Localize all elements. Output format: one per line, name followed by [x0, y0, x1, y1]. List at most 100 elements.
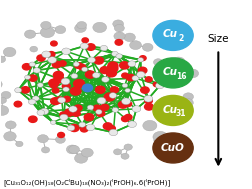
Circle shape — [153, 82, 159, 87]
Circle shape — [155, 82, 164, 89]
Circle shape — [67, 125, 75, 131]
Circle shape — [49, 79, 59, 87]
Circle shape — [81, 148, 93, 157]
Circle shape — [111, 51, 118, 56]
Circle shape — [110, 87, 118, 93]
Text: CuO: CuO — [161, 143, 184, 153]
Text: Size: Size — [207, 34, 228, 44]
Circle shape — [57, 97, 65, 103]
Circle shape — [70, 87, 81, 95]
Circle shape — [144, 104, 153, 110]
Circle shape — [24, 30, 36, 38]
Circle shape — [181, 108, 189, 114]
Circle shape — [55, 97, 64, 103]
Circle shape — [109, 129, 117, 136]
Circle shape — [121, 83, 127, 88]
Circle shape — [127, 121, 136, 128]
Circle shape — [152, 133, 193, 163]
Circle shape — [112, 108, 118, 112]
Circle shape — [114, 24, 124, 32]
Circle shape — [120, 153, 129, 159]
Circle shape — [37, 135, 48, 143]
Circle shape — [57, 132, 64, 138]
Circle shape — [97, 97, 106, 104]
Circle shape — [55, 136, 65, 143]
Circle shape — [136, 71, 145, 78]
Circle shape — [144, 98, 152, 104]
Circle shape — [142, 120, 156, 131]
Circle shape — [63, 96, 70, 102]
Circle shape — [132, 76, 138, 81]
Circle shape — [171, 57, 184, 67]
Circle shape — [108, 62, 117, 69]
Circle shape — [84, 114, 93, 121]
Circle shape — [80, 126, 88, 132]
Circle shape — [74, 105, 82, 111]
Circle shape — [121, 116, 128, 122]
Circle shape — [181, 98, 193, 107]
Circle shape — [73, 62, 79, 66]
Circle shape — [41, 147, 49, 153]
Circle shape — [14, 101, 22, 107]
Circle shape — [3, 47, 16, 57]
Circle shape — [50, 41, 57, 46]
Circle shape — [82, 84, 92, 92]
Circle shape — [40, 27, 54, 38]
Text: 31: 31 — [175, 109, 186, 118]
Circle shape — [95, 86, 105, 93]
Circle shape — [124, 88, 130, 92]
Circle shape — [137, 58, 143, 62]
Circle shape — [186, 69, 198, 78]
Circle shape — [21, 87, 29, 93]
Circle shape — [93, 57, 103, 64]
Circle shape — [87, 105, 93, 110]
Circle shape — [69, 106, 77, 112]
Circle shape — [124, 101, 131, 107]
Circle shape — [93, 105, 101, 111]
Circle shape — [72, 111, 80, 116]
Circle shape — [86, 124, 94, 131]
Circle shape — [121, 98, 130, 105]
Circle shape — [152, 131, 167, 143]
Circle shape — [152, 95, 193, 125]
Circle shape — [40, 108, 48, 115]
Circle shape — [50, 120, 56, 125]
Text: Cu: Cu — [162, 29, 177, 40]
Circle shape — [52, 61, 61, 68]
Circle shape — [124, 114, 132, 120]
Circle shape — [118, 101, 127, 108]
Circle shape — [92, 72, 100, 78]
Circle shape — [76, 22, 86, 29]
Circle shape — [48, 52, 55, 57]
Circle shape — [50, 83, 57, 88]
Circle shape — [153, 138, 161, 143]
Circle shape — [80, 43, 88, 49]
Circle shape — [81, 67, 87, 72]
Circle shape — [62, 87, 69, 92]
Circle shape — [100, 67, 109, 74]
Circle shape — [5, 121, 16, 129]
Circle shape — [101, 77, 109, 82]
Circle shape — [30, 46, 38, 52]
Circle shape — [182, 93, 193, 101]
Text: [Cu₃₁O₁₂(OH)₁₈(O₂CᴵBu)₁₈(NO₃)₂(ᴵPrOH)₆.6(ᴵPrOH)]: [Cu₃₁O₁₂(OH)₁₈(O₂CᴵBu)₁₈(NO₃)₂(ᴵPrOH)₆.6… — [3, 179, 170, 186]
Circle shape — [24, 75, 30, 79]
Circle shape — [22, 64, 31, 70]
Circle shape — [73, 80, 84, 88]
Circle shape — [4, 132, 16, 141]
Circle shape — [145, 77, 151, 82]
Circle shape — [113, 149, 121, 155]
Circle shape — [1, 91, 11, 99]
Circle shape — [15, 88, 22, 93]
Circle shape — [126, 74, 135, 81]
Circle shape — [152, 20, 193, 50]
Circle shape — [104, 93, 114, 101]
Circle shape — [123, 33, 135, 42]
Circle shape — [86, 44, 95, 50]
Circle shape — [159, 97, 168, 104]
Circle shape — [74, 63, 82, 68]
Circle shape — [64, 109, 74, 116]
Circle shape — [53, 71, 63, 79]
Circle shape — [52, 88, 59, 93]
Circle shape — [37, 110, 45, 115]
